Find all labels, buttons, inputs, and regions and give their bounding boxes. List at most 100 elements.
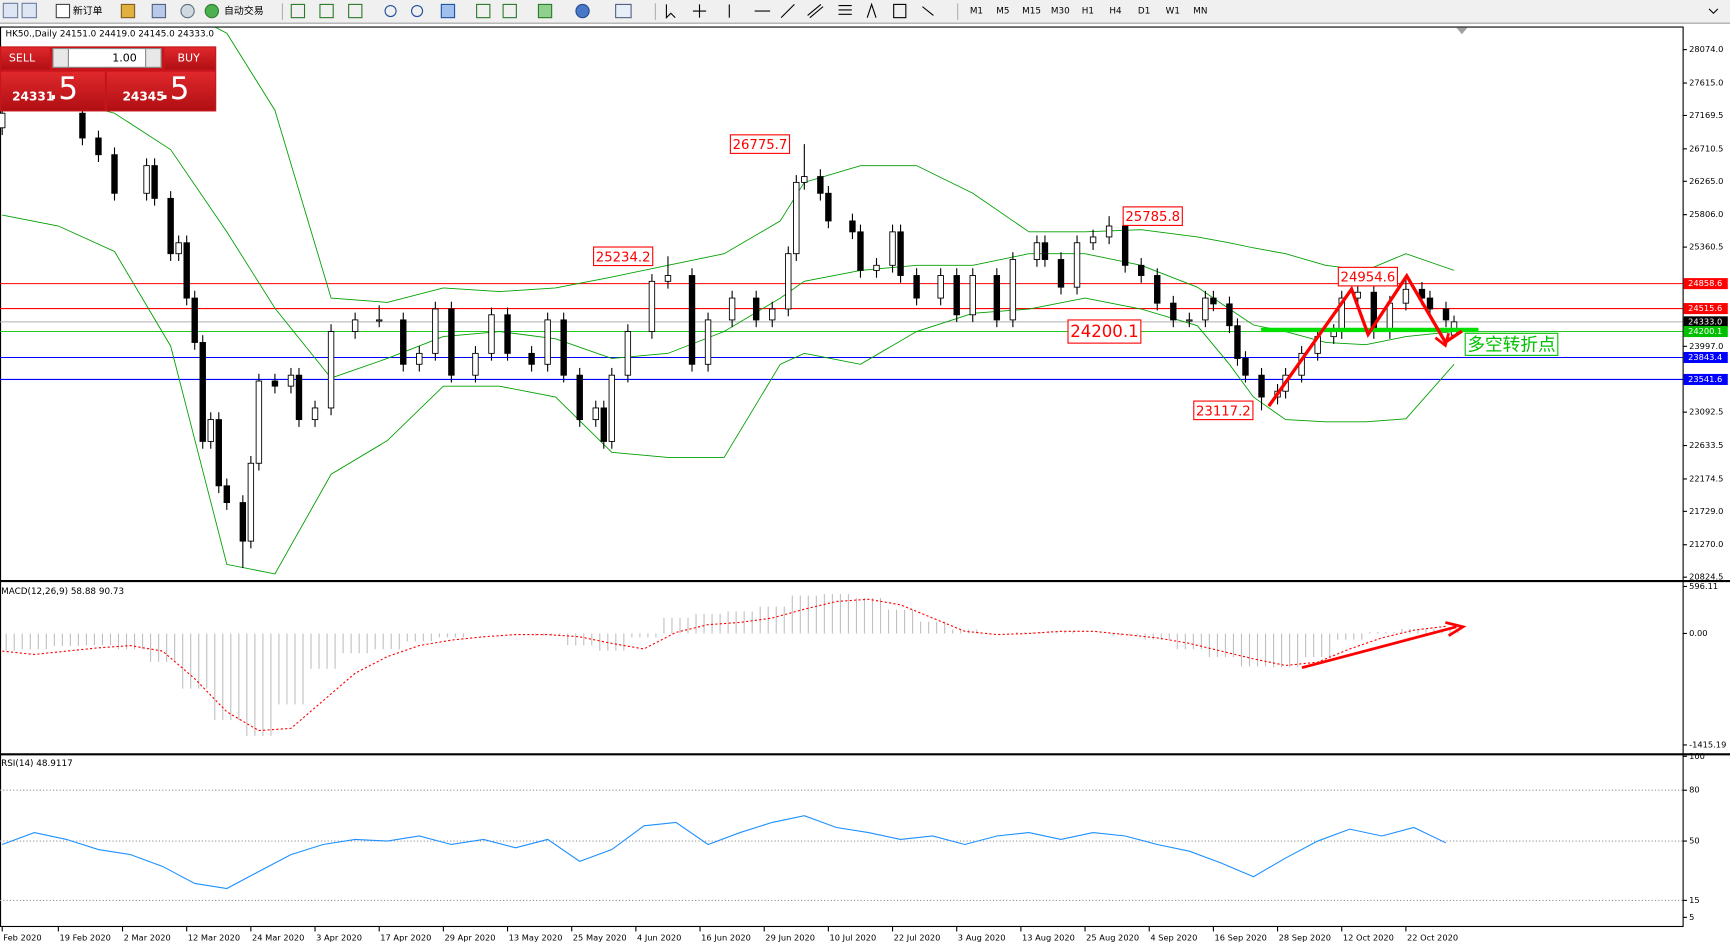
candle-body: [592, 407, 599, 421]
note-box: [1464, 332, 1559, 356]
candle-body: [544, 319, 551, 365]
toolbar-bg: [0, 0, 1730, 24]
timeframe-button[interactable]: H4: [1109, 7, 1122, 17]
buy-price[interactable]: 24345: [122, 90, 164, 104]
x-tick-label: 29 Apr 2020: [444, 933, 495, 943]
x-tick-label: 16 Sep 2020: [1214, 933, 1266, 943]
y-tick-label: 0.00: [1689, 628, 1707, 638]
icon[interactable]: [290, 3, 306, 19]
zoom-in[interactable]: [384, 4, 397, 18]
sell-price[interactable]: 24331: [12, 90, 54, 104]
price-label-bg: [1683, 351, 1728, 364]
candle-body: [993, 275, 1001, 321]
timeframe-button[interactable]: M1: [970, 7, 983, 17]
channel-tool[interactable]: [807, 3, 824, 19]
rsi-line: [2, 815, 1447, 890]
auto-trading-icon[interactable]: [204, 3, 220, 19]
timeframe-button[interactable]: D1: [1138, 7, 1150, 17]
main-panel: [0, 27, 1683, 575]
candle-body: [472, 352, 479, 376]
trend-tool[interactable]: [780, 4, 795, 19]
text-tool[interactable]: [866, 2, 877, 18]
y-tick-label: 25360.5: [1689, 242, 1723, 252]
cursor-tool[interactable]: [665, 4, 676, 19]
candle-body: [624, 331, 632, 376]
sell-price-box[interactable]: [1, 71, 105, 111]
icon[interactable]: [180, 3, 195, 19]
price-annotation-box: [1193, 400, 1254, 421]
buy-label[interactable]: BUY: [177, 51, 200, 64]
icon[interactable]: [2, 2, 19, 19]
icon[interactable]: [319, 3, 334, 19]
icon[interactable]: [21, 2, 37, 19]
icon[interactable]: [120, 3, 136, 19]
price-annotation: 23117.2: [1196, 404, 1251, 419]
timeframe-button[interactable]: M30: [1051, 7, 1070, 17]
crosshair-tool[interactable]: [692, 4, 707, 18]
buy-price-box[interactable]: [107, 71, 216, 111]
icon[interactable]: [440, 3, 456, 19]
candle-body: [327, 331, 335, 409]
y-tick-label: 22633.5: [1689, 440, 1723, 450]
volume-down[interactable]: [52, 48, 69, 68]
price-label: 23843.4: [1688, 352, 1722, 362]
menu-arrow[interactable]: [1708, 8, 1719, 15]
new-order-button[interactable]: 新订单: [73, 4, 103, 17]
candle-body: [873, 264, 880, 271]
templates[interactable]: [615, 3, 632, 19]
candle-body: [560, 319, 567, 376]
chart-header: HK50.,Daily 24151.0 24419.0 24145.0 2433…: [6, 30, 215, 40]
x-tick-label: 12 Mar 2020: [188, 933, 240, 943]
candle-body: [215, 419, 222, 487]
rsi-panel: [0, 789, 1683, 901]
timeframe-button[interactable]: H1: [1082, 7, 1094, 17]
buy-button[interactable]: [164, 47, 216, 70]
x-tick-label: 4 Sep 2020: [1150, 933, 1197, 943]
candle-body: [207, 419, 214, 442]
candle-body: [1041, 242, 1049, 260]
auto-trading-button[interactable]: 自动交易: [224, 4, 264, 17]
sell-button[interactable]: [1, 47, 50, 70]
macd-trend-arrow[interactable]: [1301, 625, 1457, 670]
candle-body: [95, 137, 102, 156]
x-tick-label: 25 May 2020: [573, 933, 627, 943]
axes: 28074.0 27615.0 27169.5 26710.5 26265.0 25806…: [1, 44, 1728, 943]
periods[interactable]: [575, 3, 590, 19]
volume-box[interactable]: [52, 48, 162, 68]
icon[interactable]: [476, 3, 491, 19]
candle-body: [817, 176, 824, 194]
timeframe-button[interactable]: W1: [1166, 7, 1180, 17]
timeframe-button[interactable]: MN: [1193, 7, 1207, 17]
buy-price-frac[interactable]: .5: [160, 71, 189, 107]
sell-label[interactable]: SELL: [9, 51, 36, 64]
y-tick-label: 50: [1689, 836, 1700, 846]
y-tick-label: 26710.5: [1689, 143, 1723, 153]
candle-body: [969, 275, 976, 316]
volume-up[interactable]: [145, 48, 162, 68]
candle-body: [143, 165, 150, 194]
arrow-head: [1434, 332, 1450, 348]
candle-body: [1210, 297, 1217, 305]
icon[interactable]: [151, 3, 167, 19]
user-drawings: [1261, 272, 1479, 670]
candle-body: [175, 242, 182, 255]
price-label-bg: [1683, 326, 1728, 338]
label-tool[interactable]: [893, 3, 907, 19]
indicators[interactable]: [537, 3, 553, 19]
zoom-out[interactable]: [410, 4, 424, 18]
candle-body: [271, 380, 279, 387]
new-order-icon[interactable]: [55, 3, 71, 19]
arrows-tool[interactable]: [922, 6, 934, 16]
sell-price-frac[interactable]: .5: [49, 71, 78, 107]
candle-body: [1186, 319, 1193, 322]
icon[interactable]: [502, 3, 517, 19]
candle-body: [1418, 288, 1426, 299]
icon[interactable]: [348, 3, 363, 19]
fibo-tool[interactable]: [838, 4, 852, 15]
timeframe-button[interactable]: M5: [996, 7, 1009, 17]
price-annotation: 26775.7: [733, 138, 788, 153]
timeframe-button[interactable]: M15: [1022, 7, 1041, 17]
volume[interactable]: 1.00: [112, 51, 137, 64]
candle-body: [1073, 242, 1081, 288]
